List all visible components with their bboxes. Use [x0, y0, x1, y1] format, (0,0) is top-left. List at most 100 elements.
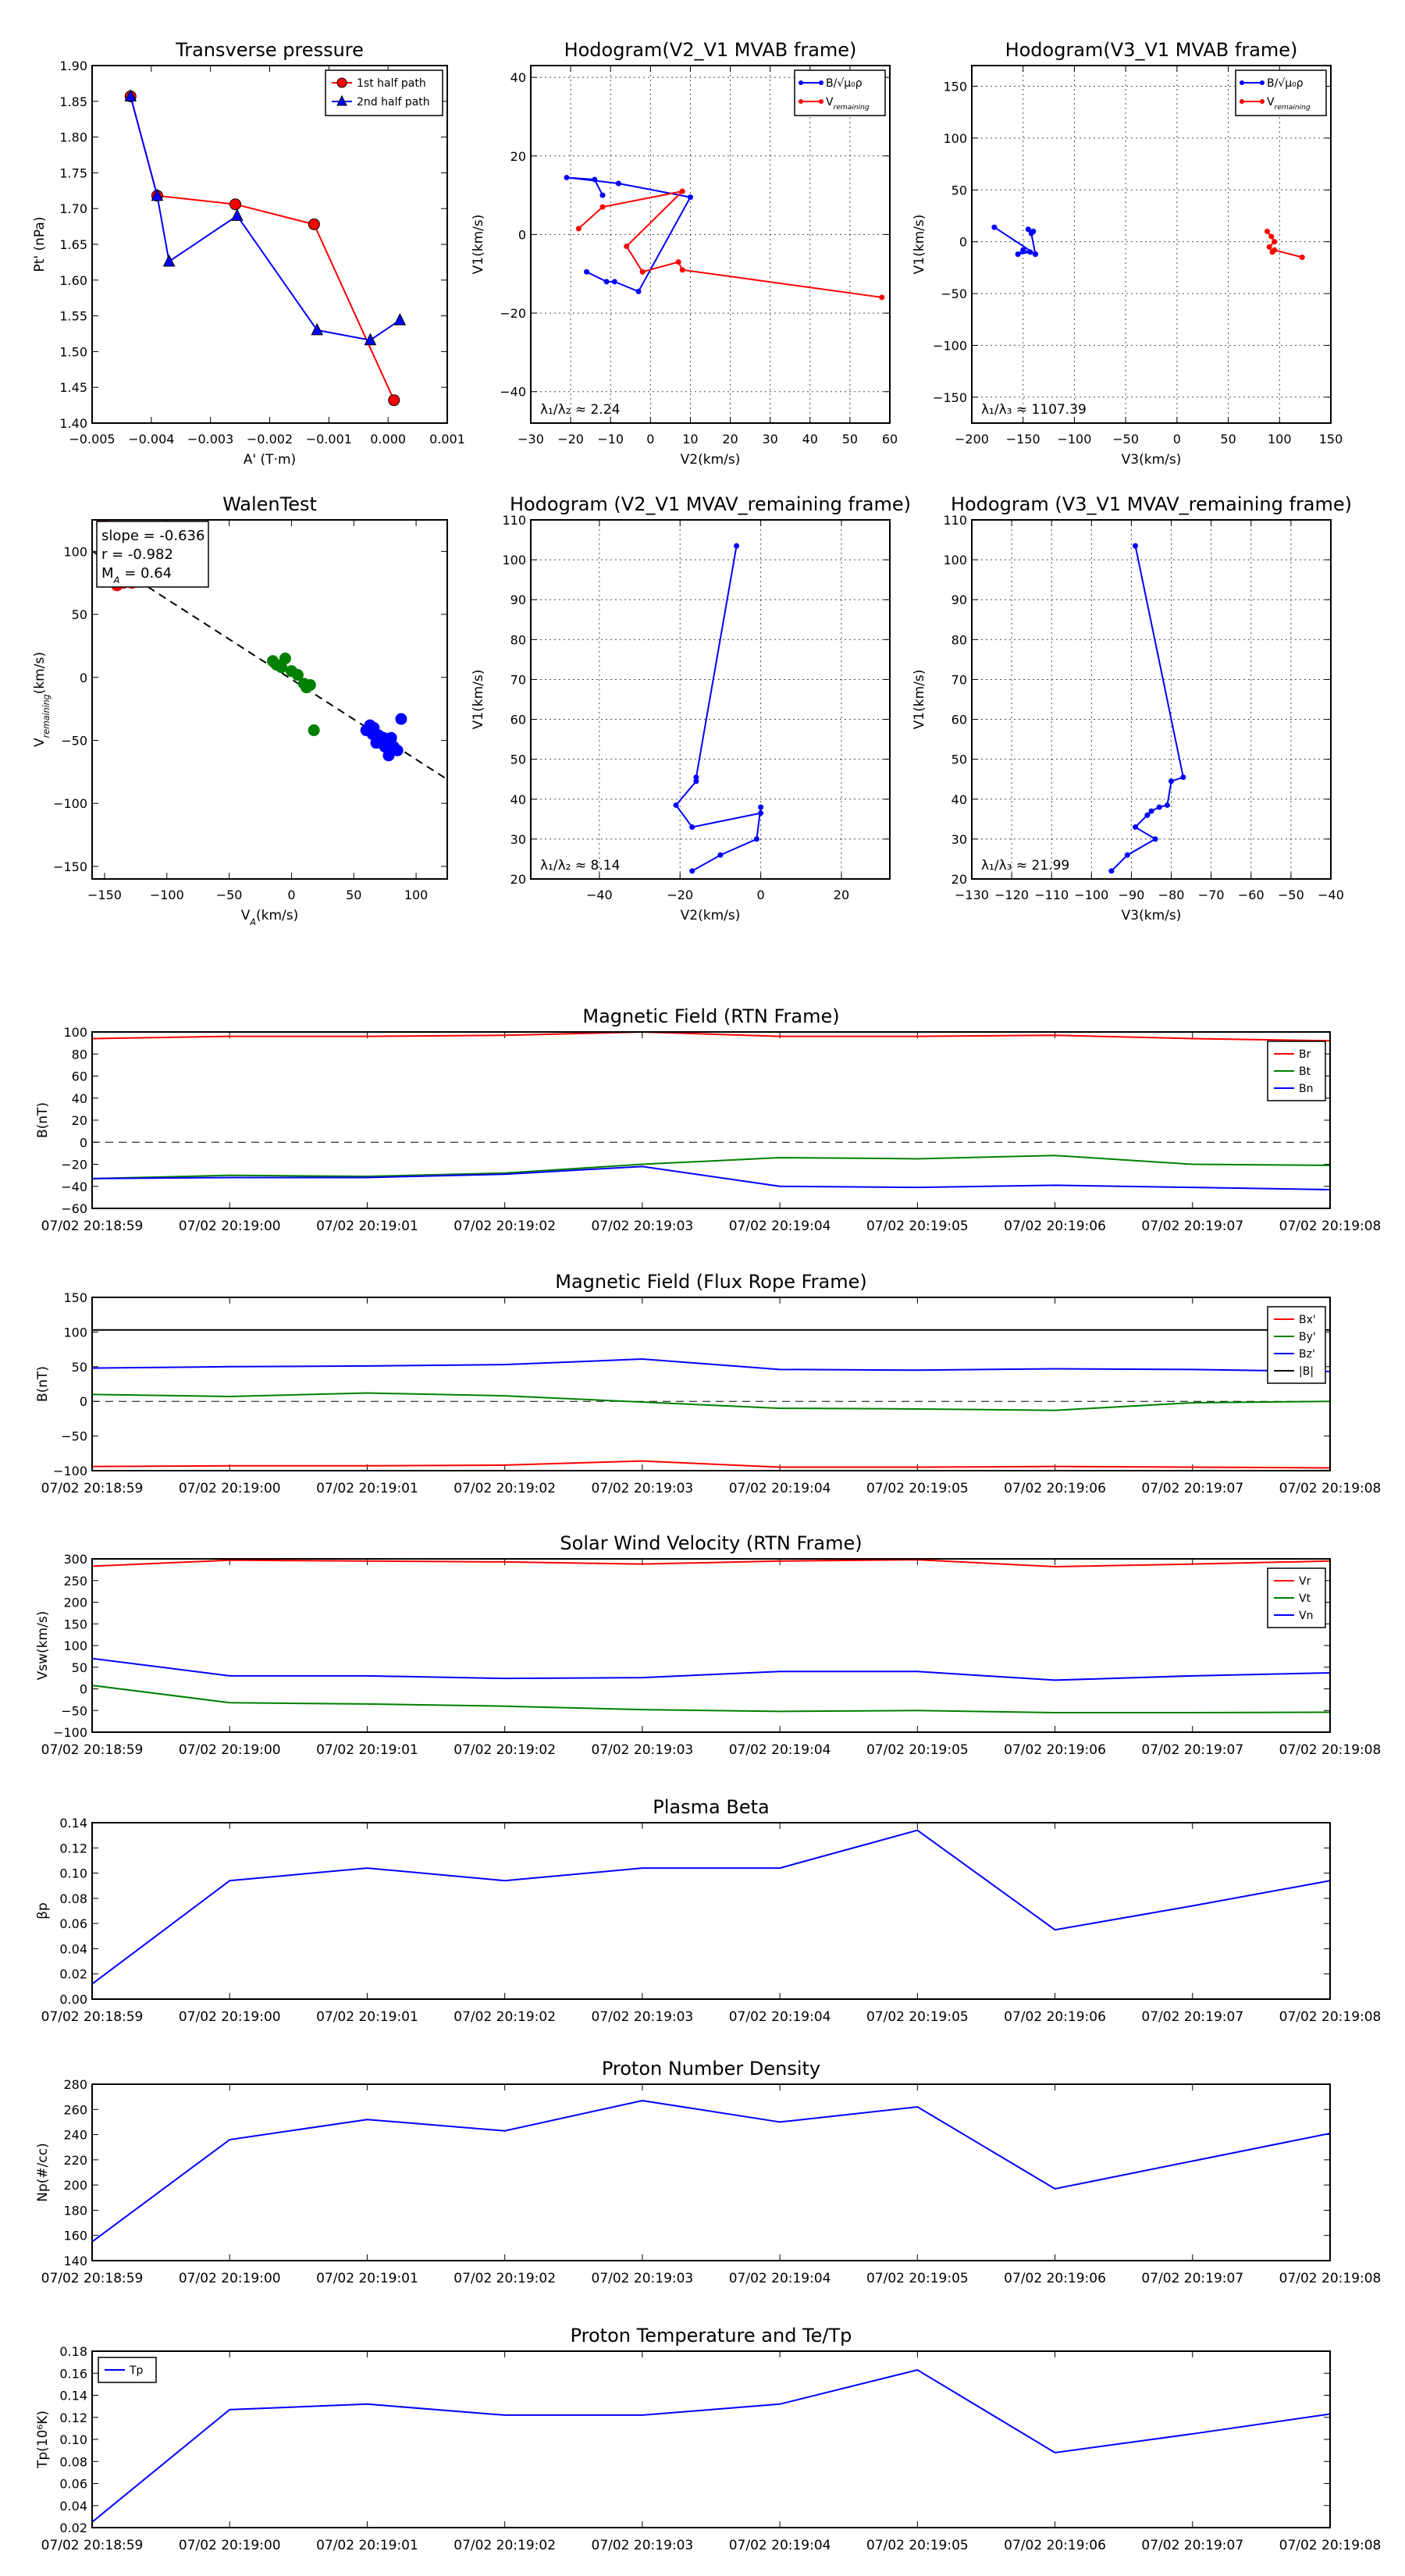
plot-area — [92, 1329, 1330, 1469]
y-axis-label: βp — [35, 1902, 51, 1920]
y-tick-label: 50 — [72, 1660, 87, 1675]
series-tp-line — [92, 2368, 1330, 2523]
y-tick-label: −20 — [500, 306, 526, 321]
series-bz--line — [92, 1358, 1330, 1373]
x-tick-label: −0.004 — [128, 432, 174, 447]
data-point — [1108, 868, 1115, 874]
x-tick-label: 07/02 20:19:01 — [316, 1481, 418, 1496]
legend: Bx' By' Bz' |B| — [1267, 1306, 1326, 1384]
x-tick-label: −200 — [955, 432, 989, 447]
axes-frame — [91, 1297, 1331, 1471]
x-axis-label: V2(km/s) — [681, 908, 741, 923]
y-tick-label: 20 — [72, 1113, 87, 1128]
panel-solar-wind-velocity: Solar Wind Velocity (RTN Frame) 07/02 20:… — [35, 1532, 1381, 1758]
data-point — [689, 868, 695, 874]
y-tick-label: −50 — [61, 733, 87, 748]
panel-magnetic-field-flux-rope: Magnetic Field (Flux Rope Frame) 07/02 20… — [35, 1271, 1381, 1496]
axes-frame — [91, 2350, 1331, 2528]
y-tick-label: 50 — [72, 607, 87, 622]
plot-area — [991, 224, 1305, 261]
x-tick-label: 07/02 20:19:05 — [866, 1481, 969, 1496]
axes-frame — [971, 519, 1332, 880]
x-tick-label: −100 — [1057, 432, 1091, 447]
ratio-annotation: λ₁/λ₂ ≈ 2.24 — [540, 402, 620, 418]
y-tick-label: 1.75 — [59, 165, 87, 180]
legend-marker — [1260, 80, 1264, 85]
x-tick-label: 07/02 20:19:07 — [1141, 2538, 1243, 2553]
legend-entry: Vt — [1299, 1592, 1311, 1605]
plot-area — [673, 543, 764, 874]
y-tick-label: 250 — [63, 1574, 87, 1589]
y-tick-label: 150 — [943, 80, 967, 94]
y-tick-label: 200 — [63, 1596, 87, 1610]
y-tick-label: 80 — [72, 1047, 87, 1062]
x-axis-label: V3(km/s) — [1122, 452, 1182, 468]
legend-entry: Br — [1299, 1048, 1311, 1061]
chart-title: Transverse pressure — [175, 39, 364, 61]
data-point — [382, 749, 395, 762]
data-point — [753, 836, 759, 842]
x-tick-label: 07/02 20:19:01 — [316, 1219, 418, 1234]
y-tick-label: 100 — [502, 553, 526, 568]
x-tick-label: −130 — [955, 888, 989, 902]
x-tick-label: 07/02 20:18:59 — [41, 1481, 144, 1496]
chart-title: Hodogram (V2_V1 MVAV_remaining frame) — [510, 493, 911, 515]
x-tick-label: 50 — [1220, 432, 1236, 447]
x-tick-label: 07/02 20:19:04 — [729, 1219, 831, 1234]
data-point — [279, 653, 291, 665]
x-tick-label: 0 — [757, 888, 765, 902]
data-point — [693, 774, 699, 781]
y-axis-label: Pt' (nPa) — [32, 217, 48, 272]
x-tick-label: 07/02 20:19:00 — [179, 1742, 281, 1758]
series-vt-line — [92, 1685, 1330, 1714]
panel-transverse-pressure: Transverse pressure −0.005 −0.004 −0.003 −0.… — [32, 39, 465, 468]
y-tick-label: −20 — [61, 1158, 87, 1172]
panel-hodogram-v3v1-mvab: Hodogram(V3_V1 MVAB frame) −200 −150 −100 −5… — [912, 39, 1343, 468]
x-tick-label: 07/02 20:19:08 — [1279, 1742, 1382, 1758]
y-tick-label: 0.00 — [59, 1992, 87, 2007]
data-point — [717, 852, 724, 858]
plot-area — [92, 1829, 1330, 1985]
data-point — [1133, 824, 1139, 831]
y-axis-label: Tp(10⁶K) — [35, 2411, 51, 2469]
x-tick-label: −30 — [518, 432, 544, 447]
data-point — [368, 721, 380, 734]
y-tick-label: −100 — [933, 338, 967, 353]
legend-entry: Bn — [1299, 1083, 1313, 1095]
y-tick-label: 0.04 — [59, 1941, 87, 1956]
y-axis-label: B(nT) — [35, 1102, 51, 1138]
y-tick-label: 0.04 — [59, 2499, 87, 2514]
x-tick-label: 07/02 20:19:00 — [179, 2538, 281, 2553]
x-tick-label: 100 — [404, 888, 429, 902]
data-point — [615, 180, 621, 187]
x-tick-label: 07/02 20:19:02 — [454, 1219, 556, 1234]
x-tick-label: 0 — [646, 432, 654, 447]
x-tick-label: 0 — [1173, 432, 1181, 447]
y-tick-label: 150 — [63, 1617, 87, 1631]
legend-entry: By' — [1299, 1331, 1316, 1343]
data-point — [1180, 774, 1186, 781]
x-tick-label: −70 — [1198, 888, 1225, 902]
y-tick-label: 40 — [510, 70, 526, 85]
x-tick-label: 07/02 20:19:08 — [1279, 2009, 1382, 2025]
legend-entry: Bx' — [1299, 1314, 1316, 1326]
x-tick-label: −150 — [1006, 432, 1040, 447]
series-2nd-half-path-line — [130, 96, 400, 341]
legend: Tp — [98, 2357, 157, 2383]
data-point — [1032, 251, 1038, 258]
y-tick-label: 20 — [510, 149, 526, 164]
data-point — [304, 678, 316, 691]
data-point — [230, 208, 244, 221]
x-tick-label: 07/02 20:19:00 — [179, 2271, 281, 2286]
y-tick-label: 100 — [63, 1638, 87, 1653]
chart-title: WalenTest — [222, 493, 317, 515]
axes-frame — [91, 1031, 1331, 1209]
axes-frame — [530, 519, 891, 880]
y-tick-label: 0 — [959, 235, 967, 250]
legend-marker — [799, 99, 803, 104]
x-tick-label: 07/02 20:19:06 — [1004, 2009, 1106, 2025]
y-tick-label: 50 — [951, 753, 967, 767]
series-np-line — [92, 2099, 1330, 2243]
series-v-line — [674, 546, 762, 872]
chart-title: Proton Temperature and Te/Tp — [571, 2325, 852, 2347]
